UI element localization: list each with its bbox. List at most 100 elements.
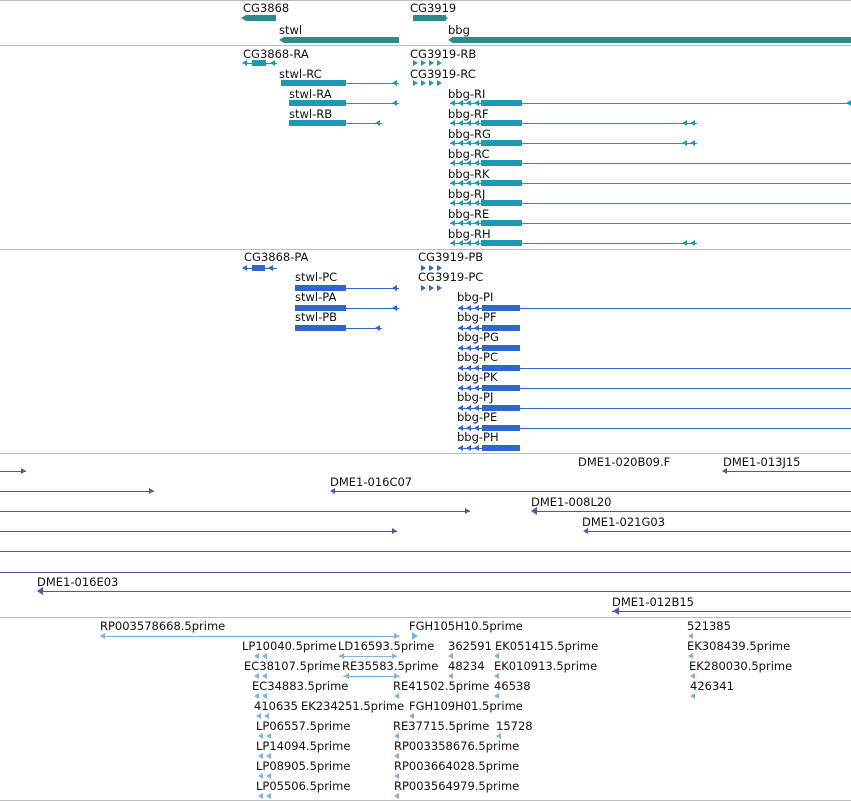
tx-bbg-rg-strand-arrow bbox=[690, 140, 695, 146]
est-521385-strand-arrow bbox=[688, 633, 693, 639]
est-46538-strand-arrow bbox=[494, 693, 499, 699]
cl-021g03-strand-arrow bbox=[583, 528, 588, 534]
tx-bbg-rg-strand-arrow bbox=[458, 140, 463, 146]
pr-bbg-ph-strand-arrow bbox=[474, 445, 479, 451]
tx-bbg-rg-strand-arrow bbox=[474, 140, 479, 146]
gene-bbg-exon bbox=[452, 37, 851, 43]
tx-bbg-rh-exon bbox=[481, 240, 522, 246]
est-lp14094-label: LP14094.5prime bbox=[256, 739, 351, 753]
tx-bbg-re-strand-arrow bbox=[466, 220, 471, 226]
cl-016e03-strand-arrow bbox=[37, 587, 43, 595]
tx-stwl-ra-strand-arrow bbox=[392, 100, 397, 106]
est-rp003564979-label: RP003564979.5prime bbox=[394, 779, 520, 793]
pr-stwl-pa-exon bbox=[295, 305, 346, 311]
track-separator-genes-transcripts bbox=[0, 45, 851, 46]
gene-stwl-exon bbox=[283, 37, 399, 43]
est-lp10040-strand-arrow bbox=[254, 653, 259, 659]
pr-bbg-pe-strand-arrow bbox=[466, 425, 471, 431]
pr-bbg-pi-strand-arrow bbox=[474, 305, 479, 311]
gene-bbg-label: bbg bbox=[448, 23, 470, 37]
tx-bbg-ri-strand-arrow bbox=[458, 100, 463, 106]
tx-bbg-ri-intron-line bbox=[450, 103, 851, 104]
pr-bbg-pg-label: bbg-PG bbox=[457, 330, 499, 344]
tx-bbg-rh-strand-arrow bbox=[458, 240, 463, 246]
pr-bbg-pc-strand-arrow bbox=[474, 365, 479, 371]
tx-bbg-rk-label: bbg-RK bbox=[448, 167, 490, 181]
tx-bbg-rg-exon bbox=[481, 140, 522, 146]
pr-stwl-pa-label: stwl-PA bbox=[295, 290, 337, 304]
pr-bbg-pe-exon bbox=[482, 425, 520, 431]
est-rp003358676-strand-arrow bbox=[394, 753, 399, 759]
est-lp10040-strand-arrow bbox=[262, 653, 267, 659]
pr-bbg-pk-strand-arrow bbox=[458, 385, 463, 391]
pr-bbg-pc-strand-arrow bbox=[458, 365, 463, 371]
tx-bbg-rc-intron-line bbox=[450, 163, 851, 164]
pr-bbg-pi-strand-arrow bbox=[458, 305, 463, 311]
pr-bbg-ph-label: bbg-PH bbox=[457, 430, 499, 444]
tx-bbg-rg-label: bbg-RG bbox=[448, 127, 491, 141]
est-re37715-label: RE37715.5prime bbox=[393, 719, 490, 733]
pr-cg3868-pa-label: CG3868-PA bbox=[244, 250, 309, 264]
est-re37715-strand-arrow bbox=[394, 733, 399, 739]
tx-bbg-rf-strand-arrow bbox=[690, 120, 695, 126]
cl-008l20-intron-line bbox=[533, 511, 851, 512]
tx-bbg-ri-strand-arrow bbox=[466, 100, 471, 106]
cl-008l20-strand-arrow bbox=[531, 507, 537, 515]
pr-bbg-pk-exon bbox=[482, 385, 520, 391]
tx-bbg-re-intron-line bbox=[450, 223, 851, 224]
est-ek051415-strand-arrow bbox=[494, 653, 499, 659]
est-ek280030-label: EK280030.5prime bbox=[689, 659, 793, 673]
tx-bbg-rk-strand-arrow bbox=[466, 180, 471, 186]
cl-020b09-label: DME1-020B09.F bbox=[578, 455, 671, 469]
tx-bbg-rh-strand-arrow bbox=[474, 240, 479, 246]
est-rp003664028-strand-arrow bbox=[394, 773, 399, 779]
pr-bbg-pi-exon bbox=[482, 305, 520, 311]
est-rp003578668-intron-line bbox=[101, 636, 399, 637]
tx-stwl-rc-label: stwl-RC bbox=[279, 67, 322, 81]
pr-cg3919-pb-strand-arrow bbox=[421, 265, 426, 271]
pr-bbg-pc-label: bbg-PC bbox=[457, 350, 499, 364]
tx-bbg-rc-strand-arrow bbox=[458, 160, 463, 166]
est-410635-label: 410635 bbox=[254, 699, 298, 713]
clone-full-5-intron-line bbox=[0, 551, 851, 552]
est-lp05506-strand-arrow bbox=[266, 793, 271, 799]
est-lp10040-label: LP10040.5prime bbox=[242, 639, 337, 653]
gene-cg3919-label: CG3919 bbox=[410, 1, 457, 15]
est-362591-label: 362591 bbox=[448, 639, 492, 653]
est-lp14094-strand-arrow bbox=[266, 753, 271, 759]
est-ek308439-label: EK308439.5prime bbox=[687, 639, 791, 653]
tx-stwl-rc-intron-line bbox=[346, 83, 399, 84]
est-ek234251-label: EK234251.5prime bbox=[301, 699, 405, 713]
pr-bbg-pj-intron-line bbox=[458, 408, 851, 409]
tx-bbg-rj-strand-arrow bbox=[450, 200, 455, 206]
pr-bbg-pi-strand-arrow bbox=[466, 305, 471, 311]
pr-cg3919-pc-strand-arrow bbox=[421, 285, 426, 291]
est-re35583-strand-arrow bbox=[344, 673, 349, 679]
cl-012b15-strand-arrow bbox=[613, 607, 619, 615]
tx-bbg-rj-strand-arrow bbox=[474, 200, 479, 206]
pr-cg3868-pa-strand-arrow bbox=[242, 265, 247, 271]
gene-cg3919-strand-arrow bbox=[443, 15, 448, 21]
tx-bbg-re-strand-arrow bbox=[474, 220, 479, 226]
tx-stwl-rc-strand-arrow bbox=[392, 80, 397, 86]
pr-stwl-pc-intron-line bbox=[346, 288, 399, 289]
tx-bbg-rj-intron-line bbox=[450, 203, 851, 204]
tx-bbg-rh-label: bbg-RH bbox=[448, 227, 491, 241]
est-fgh105h10-label: FGH105H10.5prime bbox=[409, 619, 523, 633]
est-lp05506-strand-arrow bbox=[258, 793, 263, 799]
tx-stwl-rb-intron-line bbox=[346, 123, 382, 124]
tx-bbg-rk-strand-arrow bbox=[474, 180, 479, 186]
pr-stwl-pb-label: stwl-PB bbox=[295, 310, 338, 324]
gene-cg3868-exon bbox=[246, 15, 276, 21]
tx-bbg-ri-strand-arrow bbox=[450, 100, 455, 106]
pr-bbg-pi-label: bbg-PI bbox=[457, 290, 494, 304]
est-426341-label: 426341 bbox=[690, 679, 734, 693]
tx-bbg-re-strand-arrow bbox=[450, 220, 455, 226]
tx-cg3919-rb-strand-arrow bbox=[421, 60, 426, 66]
pr-cg3868-pa-exon bbox=[252, 265, 265, 271]
pr-bbg-pg-strand-arrow bbox=[474, 345, 479, 351]
pr-bbg-pf-strand-arrow bbox=[474, 325, 479, 331]
tx-bbg-rf-intron-line bbox=[450, 123, 697, 124]
track-separator-clones-ests bbox=[0, 617, 851, 618]
tx-bbg-rf-strand-arrow bbox=[466, 120, 471, 126]
